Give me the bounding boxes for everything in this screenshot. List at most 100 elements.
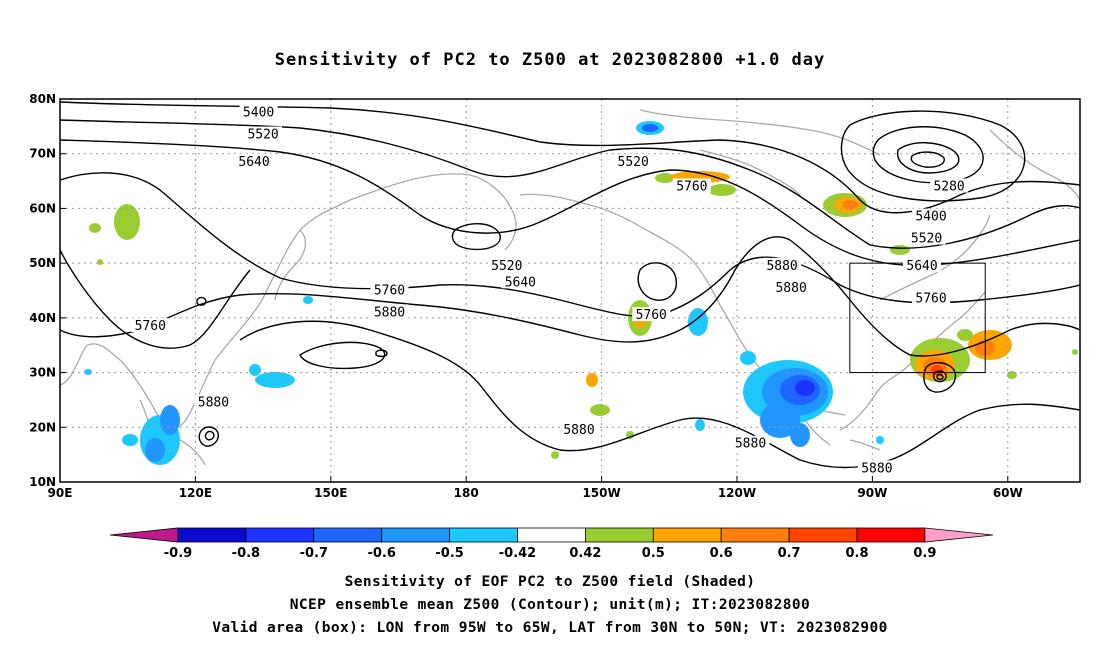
- contour-label-bg: [239, 104, 278, 119]
- contour-label: 5640: [906, 259, 937, 274]
- sensitivity-patch: [795, 380, 815, 396]
- contour-low-3: [910, 151, 945, 168]
- contour-label-bg: [731, 435, 770, 450]
- sensitivity-patch: [760, 402, 800, 438]
- contour-label-bg: [672, 178, 711, 193]
- contour-label: 5400: [915, 210, 946, 225]
- lon-tick-label: 60W: [993, 486, 1023, 500]
- contour-label: 5880: [861, 461, 892, 476]
- contour-5760-west: [60, 249, 251, 349]
- colorbar-tick-label: 0.7: [778, 546, 801, 561]
- lon-tick-label: 120E: [179, 486, 212, 500]
- colorbar-tick-label: -0.42: [499, 546, 536, 561]
- contour-label: 5640: [238, 155, 269, 170]
- contour-hurricane-3: [936, 373, 944, 381]
- contour-label: 5880: [766, 259, 797, 274]
- lat-tick-label: 40N: [29, 311, 56, 325]
- sensitivity-patch: [740, 351, 756, 365]
- sensitivity-patch: [957, 329, 973, 341]
- contour-label-bg: [632, 307, 671, 322]
- contour-typhoon-2: [204, 430, 215, 441]
- caption-line-2: NCEP ensemble mean Z500 (Contour); unit(…: [289, 597, 811, 613]
- colorbar-bin: [313, 527, 383, 543]
- sensitivity-patch: [931, 365, 943, 375]
- contour-label-bg: [772, 279, 811, 294]
- colorbar-bin: [856, 527, 926, 543]
- colorbar-tick-label: 0.42: [569, 546, 601, 561]
- colorbar-bin: [585, 527, 654, 543]
- colorbar: -0.9 -0.8 -0.7 -0.6 -0.5 -0.42 0.42 0.5 0.6 0.7 0.…: [109, 527, 993, 561]
- colorbar-tick-label: -0.7: [300, 546, 328, 561]
- lat-tick-label: 60N: [29, 201, 56, 215]
- colorbar-tick-label: 0.5: [642, 546, 665, 561]
- contour-label: 5400: [243, 106, 274, 121]
- sensitivity-patch: [114, 204, 140, 240]
- colorbar-bin: [245, 527, 315, 543]
- sensitivity-patch: [586, 373, 598, 387]
- contour-label-bg: [930, 178, 969, 193]
- colorbar-tick-label: 0.8: [845, 546, 868, 561]
- plot-frame: [59, 98, 1081, 483]
- contour-hurricane-2: [932, 370, 947, 383]
- colorbar-bin: [720, 527, 790, 543]
- contour-label: 5880: [374, 305, 405, 320]
- coastlines: [60, 109, 1080, 466]
- contour-label-bg: [912, 290, 951, 305]
- contour-low-1: [872, 126, 984, 184]
- lon-tick-label: 120W: [718, 486, 756, 500]
- contour-label: 5520: [491, 259, 522, 274]
- lat-tick-label: 10N: [29, 475, 56, 489]
- contour-label-bg: [907, 230, 946, 245]
- contour-label: 5760: [915, 292, 946, 307]
- contour-label: 5880: [735, 437, 766, 452]
- colorbar-tick-label: 0.6: [710, 546, 733, 561]
- sensitivity-patch: [843, 200, 857, 210]
- contour-small-1: [451, 223, 501, 251]
- sensitivity-patch: [160, 405, 180, 435]
- contour-label: 5520: [911, 232, 942, 247]
- contour-label: 5760: [374, 284, 405, 299]
- sensitivity-patch: [255, 372, 295, 388]
- sensitivity-patch: [655, 173, 675, 183]
- colorbar-bin: [381, 527, 451, 543]
- contour-label-bg: [487, 257, 526, 272]
- sensitivity-patch: [122, 434, 138, 446]
- contour-low-4: [840, 110, 1026, 202]
- contour-label-bg: [903, 257, 942, 272]
- contour-5880: [60, 236, 1080, 357]
- contour-label-bg: [912, 208, 951, 223]
- sensitivity-patch: [84, 369, 92, 375]
- colorbar-over-triangle: [924, 527, 993, 543]
- contour-hurricane-1: [923, 362, 957, 393]
- colorbar-tick-label: -0.8: [232, 546, 260, 561]
- contour-label: 5880: [198, 396, 229, 411]
- lon-tick-label: 150E: [314, 486, 347, 500]
- colorbar-bin: [652, 527, 722, 543]
- contour-5880-south: [239, 320, 1080, 469]
- sensitivity-patch: [790, 423, 810, 447]
- colorbar-bin: [517, 527, 586, 543]
- sensitivity-patch: [551, 451, 559, 459]
- contour-label-bg: [501, 274, 540, 289]
- sensitivity-patch: [708, 184, 736, 196]
- sensitivity-patch: [876, 436, 884, 444]
- sensitivity-patch: [590, 404, 610, 416]
- z500-contours: [60, 101, 1080, 469]
- contour-label: 5880: [775, 281, 806, 296]
- lon-tick-label: 180: [454, 486, 479, 500]
- contour-label-bg: [235, 153, 274, 168]
- contour-typhoon-1: [198, 426, 220, 447]
- contour-5400: [60, 101, 1080, 214]
- contour-label-bg: [614, 153, 653, 168]
- sensitivity-patch: [145, 438, 165, 462]
- contour-label-bg: [131, 318, 170, 333]
- sensitivity-patch: [97, 259, 103, 265]
- lat-tick-label: 70N: [29, 147, 56, 161]
- lat-tick-label: 50N: [29, 256, 56, 270]
- contour-small-3: [196, 296, 207, 306]
- contour-ridge: [299, 341, 386, 370]
- sensitivity-patch: [890, 245, 910, 255]
- contour-label: 5280: [933, 180, 964, 195]
